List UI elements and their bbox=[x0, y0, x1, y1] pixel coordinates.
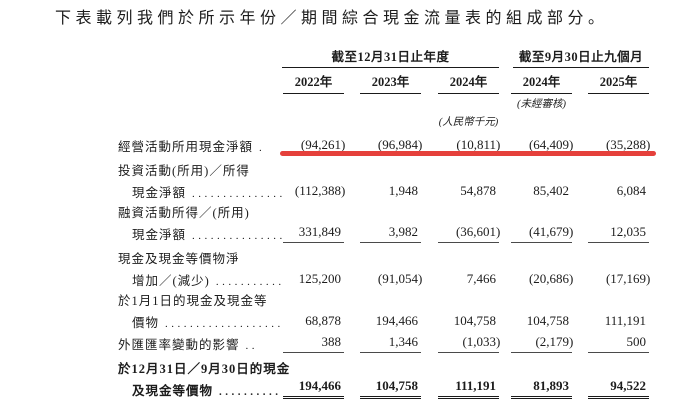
cell-value: 1,948 bbox=[388, 183, 418, 198]
unaudited-note: (未經審核) bbox=[517, 99, 567, 110]
cell-value: (1,033) bbox=[421, 331, 500, 353]
row-label-line1: 現金及現金等價物淨 bbox=[118, 252, 240, 266]
row-label-line2: 現金淨額....................................… bbox=[118, 221, 282, 243]
year-header-2022: 2022年 bbox=[283, 71, 344, 94]
row-label-line2: 價物......................................… bbox=[132, 316, 282, 330]
col-group-annual: 截至12月31日止年度 bbox=[282, 46, 500, 68]
row-label-line1: 於1月1日的現金及現金等 bbox=[118, 294, 268, 308]
row-label-line1: 融資活動所得／(所用) bbox=[118, 206, 250, 220]
table-row: 及現金等價物..................................… bbox=[118, 377, 650, 399]
row-label: 經營活動所用現金淨額..............................… bbox=[118, 130, 282, 155]
cell-value: (17,169) bbox=[605, 271, 651, 286]
table-body: 經營活動所用現金淨額..............................… bbox=[118, 130, 651, 399]
cell-value: (2,179) bbox=[499, 331, 573, 353]
cell-value: (94,261) bbox=[300, 137, 346, 152]
cell-value: (20,686) bbox=[528, 271, 574, 286]
table-row-label-line: 投資活動(所用)／所得 bbox=[118, 155, 649, 179]
cell-value: 194,466 bbox=[375, 313, 418, 328]
year-header-2024: 2024年 bbox=[438, 71, 500, 94]
cell-value: 54,878 bbox=[460, 183, 497, 198]
cell-value: 331,849 bbox=[282, 221, 344, 243]
cell-value: 125,200 bbox=[298, 271, 341, 286]
year-header-2024-9m: 2024年 bbox=[511, 71, 573, 94]
cell-value: 194,466 bbox=[282, 377, 344, 399]
table-row-label-line: 現金及現金等價物淨 bbox=[118, 243, 649, 267]
cell-value: 111,191 bbox=[604, 313, 647, 328]
table-row: 現金淨額....................................… bbox=[118, 221, 650, 243]
table-row-label-line: 融資活動所得／(所用) bbox=[118, 201, 649, 221]
table-row: 現金淨額....................................… bbox=[118, 179, 649, 201]
row-label-line1: 於12月31日／9月30日的現金 bbox=[118, 362, 291, 376]
table-row: 經營活動所用現金淨額..............................… bbox=[118, 130, 651, 155]
dot-leader: ........................................… bbox=[165, 318, 282, 330]
cell-value: (91,054) bbox=[377, 271, 423, 286]
cell-value: (10,811) bbox=[456, 137, 501, 152]
cell-value: (35,288) bbox=[605, 137, 651, 152]
cell-value: 81,893 bbox=[499, 377, 573, 399]
cell-value: 12,035 bbox=[572, 221, 650, 243]
table-row: 價物......................................… bbox=[118, 309, 649, 331]
year-header-2025-9m: 2025年 bbox=[588, 71, 650, 94]
year-header-2023: 2023年 bbox=[360, 71, 421, 94]
row-label-line2: 現金淨額....................................… bbox=[118, 179, 282, 201]
cell-value: 7,466 bbox=[466, 271, 497, 286]
cell-value: 104,758 bbox=[453, 313, 497, 328]
cell-value: 500 bbox=[572, 331, 650, 353]
row-label: 外匯匯率變動的影響...............................… bbox=[118, 331, 282, 353]
cell-value: 388 bbox=[282, 331, 344, 353]
cell-value: 94,522 bbox=[572, 377, 650, 399]
cell-value: 3,982 bbox=[344, 221, 421, 243]
col-group-nine-months: 截至9月30日止九個月 bbox=[513, 46, 650, 68]
unaudited-note-row: (未經審核) bbox=[118, 94, 649, 112]
cell-value: 68,878 bbox=[305, 313, 341, 328]
currency-note: (人民幣千元) bbox=[438, 117, 499, 128]
intro-text: 下表載列我們於所示年份／期間綜合現金流量表的組成部分。 bbox=[55, 10, 609, 27]
dot-leader: ........................................… bbox=[253, 142, 263, 155]
dot-leader: ........................................… bbox=[192, 188, 282, 200]
dot-leader: ........................................… bbox=[192, 230, 282, 242]
dot-leader: ........................................… bbox=[245, 340, 256, 352]
row-label-line2: 及現金等價物..................................… bbox=[132, 384, 282, 398]
row-label-line2: 增加／(減少).................................… bbox=[118, 267, 282, 289]
cell-value: (41,679) bbox=[499, 221, 573, 243]
cell-value: 1,346 bbox=[344, 331, 421, 353]
cell-value: (36,601) bbox=[421, 221, 500, 243]
dot-leader: ........................................… bbox=[215, 276, 282, 288]
table-row: 增加／(減少).................................… bbox=[118, 267, 651, 289]
cell-value: 111,191 bbox=[421, 377, 500, 399]
currency-note-row: (人民幣千元) bbox=[118, 112, 649, 130]
table-row-label-line: 於1月1日的現金及現金等 bbox=[118, 289, 649, 309]
row-label-line1: 投資活動(所用)／所得 bbox=[118, 164, 250, 178]
dot-leader: ........................................… bbox=[219, 386, 282, 398]
cell-value: (96,984) bbox=[377, 137, 423, 152]
cell-value: 104,758 bbox=[344, 377, 421, 399]
cell-value: (112,388) bbox=[294, 183, 346, 198]
cell-value: 85,402 bbox=[533, 183, 570, 198]
cell-value: (64,409) bbox=[528, 137, 574, 152]
column-group-row: 截至12月31日止年度 截至9月30日止九個月 bbox=[118, 46, 650, 68]
cash-flow-table: 截至12月31日止年度 截至9月30日止九個月 2022年 2023年 2024… bbox=[118, 46, 651, 399]
cell-value: 104,758 bbox=[526, 313, 570, 328]
red-highlight-line bbox=[280, 151, 656, 156]
year-header-row: 2022年 2023年 2024年 2024年 2025年 bbox=[118, 68, 650, 94]
cell-value: 6,084 bbox=[616, 183, 647, 198]
table-row: 外匯匯率變動的影響...............................… bbox=[118, 331, 650, 353]
table-row-label-line: 於12月31日／9月30日的現金 bbox=[118, 353, 649, 377]
